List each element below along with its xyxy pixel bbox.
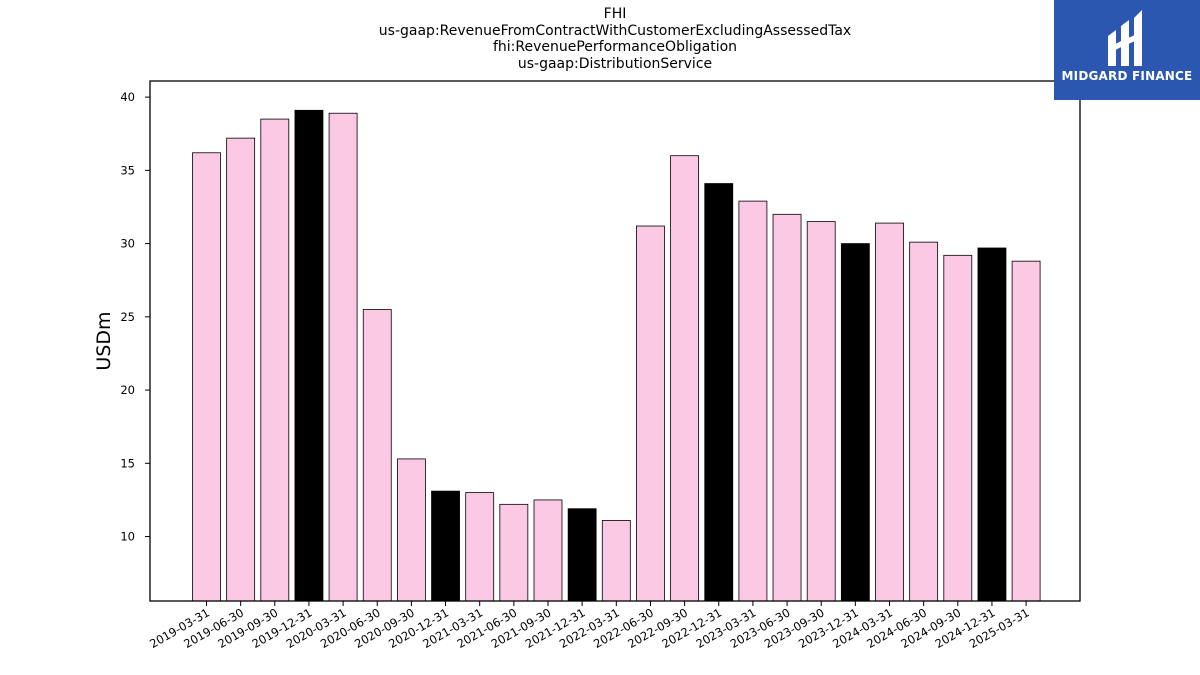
bar <box>601 520 631 602</box>
y-tick-label: 30 <box>120 237 135 251</box>
y-tick-label: 15 <box>120 456 135 470</box>
bar <box>1011 260 1041 602</box>
bar <box>260 118 290 602</box>
chart-title-line-2: us-gaap:RevenueFromContractWithCustomerE… <box>378 22 852 39</box>
bar <box>772 213 802 602</box>
bar <box>943 254 973 602</box>
chart-title: FHI us-gaap:RevenueFromContractWithCusto… <box>150 6 1080 72</box>
bar <box>909 241 939 602</box>
bar <box>533 499 563 602</box>
bar <box>567 508 597 602</box>
y-tick-label: 40 <box>120 90 135 104</box>
bar <box>806 221 836 602</box>
bar <box>192 152 221 602</box>
bar <box>499 503 529 602</box>
bar <box>294 109 324 602</box>
y-tick-label: 20 <box>120 383 135 397</box>
y-axis-label: USDm <box>93 311 115 370</box>
bar <box>840 243 870 602</box>
bar <box>362 309 392 602</box>
bar <box>670 155 699 602</box>
y-tick-label: 35 <box>120 163 135 177</box>
chart-title-line-1: FHI <box>603 6 627 22</box>
bar <box>636 225 665 602</box>
logo-text: MIDGARD FINANCE <box>1061 69 1193 83</box>
bar <box>875 222 904 602</box>
logo-mark-icon <box>1108 10 1142 66</box>
plot-frame <box>149 80 1081 602</box>
y-tick-label: 10 <box>120 530 135 544</box>
chart-title-line-3: fhi:RevenuePerformanceObligation <box>492 39 738 55</box>
bar <box>465 492 495 602</box>
bar <box>226 137 256 602</box>
midgard-finance-logo: MIDGARD FINANCE <box>1054 0 1200 100</box>
bar <box>977 247 1007 602</box>
bar <box>738 200 768 602</box>
bar <box>431 490 460 602</box>
bar <box>328 112 358 602</box>
bar <box>396 458 426 602</box>
chart-title-line-4: us-gaap:DistributionService <box>517 55 713 72</box>
bar <box>704 183 734 602</box>
y-tick-label: 25 <box>120 310 135 324</box>
